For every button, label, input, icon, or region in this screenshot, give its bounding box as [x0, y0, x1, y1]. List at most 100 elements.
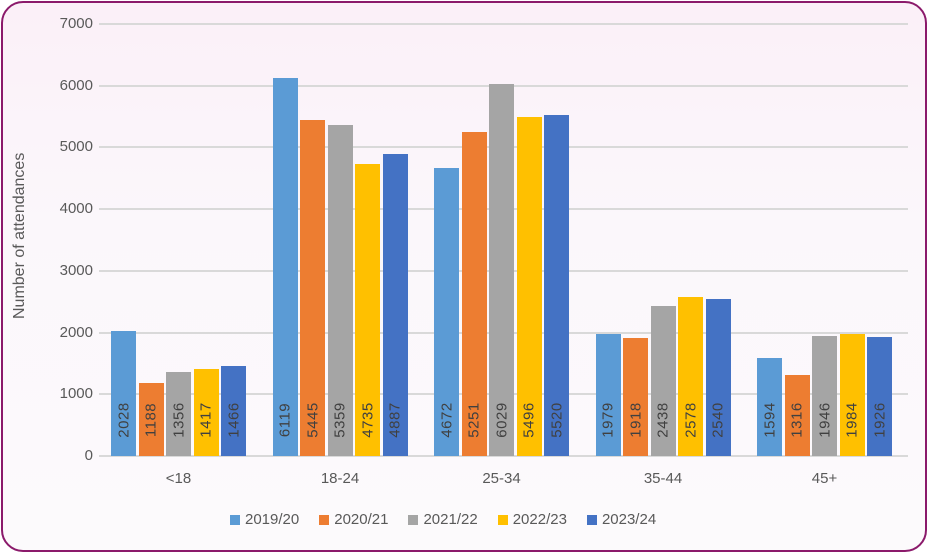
bar: 1979: [595, 333, 621, 456]
x-tick-label: <18: [165, 470, 192, 487]
bar: 2578: [678, 296, 703, 456]
bar: 5359: [327, 125, 353, 456]
bar: 1188: [138, 382, 164, 456]
legend-label: 2021/22: [423, 511, 478, 528]
data-label-text: 4735: [359, 402, 376, 438]
data-label-text: 1926: [871, 402, 888, 438]
legend-swatch-icon: [408, 514, 419, 525]
data-label-text: 6119: [276, 402, 294, 438]
bar: 5496: [516, 116, 542, 456]
bar: 2028: [111, 330, 136, 456]
data-label: 2578: [678, 390, 703, 450]
data-label: 2438: [651, 390, 676, 450]
x-tick-label: 18-24: [320, 470, 360, 487]
bar: 2540: [705, 299, 731, 456]
data-label: 5445: [300, 390, 325, 450]
data-label: 1984: [840, 390, 865, 450]
bar: 4735: [355, 163, 380, 456]
bar: 1316: [784, 374, 810, 456]
data-label: 5496: [517, 390, 542, 450]
bar: 1918: [623, 337, 648, 456]
bar: 1594: [757, 357, 782, 456]
data-label-text: 5359: [331, 402, 349, 438]
data-label: 1594: [757, 390, 782, 450]
data-label-text: 5445: [304, 402, 321, 438]
data-label-text: 1316: [788, 402, 806, 438]
legend: 2019/20 2020/21 2021/22 2022/23 2023/24: [230, 511, 656, 528]
y-tick-label: 0: [84, 447, 93, 464]
legend-item: 2023/24: [586, 511, 657, 528]
data-label-text: 1356: [170, 402, 187, 438]
data-label: 1946: [812, 390, 837, 450]
legend-swatch-icon: [319, 514, 330, 525]
data-label-text: 2438: [654, 402, 672, 438]
legend-label: 2020/21: [334, 511, 389, 528]
x-tick-label: 45+: [811, 470, 838, 487]
data-label: 4735: [355, 390, 380, 450]
data-label: 2540: [706, 390, 731, 450]
legend-swatch-icon: [230, 514, 240, 525]
x-tick-label: 35-44: [643, 470, 683, 487]
y-tick-label: 5000: [59, 138, 93, 156]
y-axis-label: Number of attendances: [11, 152, 28, 319]
data-label: 1979: [596, 390, 621, 450]
data-label: 5359: [328, 390, 353, 450]
bar: 4887: [382, 154, 408, 456]
legend-item: 2022/23: [497, 511, 567, 528]
data-label-text: 1466: [225, 402, 242, 438]
data-label-text: 2578: [682, 402, 699, 438]
bar: 1417: [193, 368, 219, 456]
bar: 5251: [461, 131, 487, 456]
data-label-text: 5251: [465, 402, 483, 438]
legend-item: 2019/20: [230, 511, 299, 528]
gridline: [99, 23, 908, 25]
legend-swatch-icon: [586, 514, 597, 525]
y-tick-label: 6000: [59, 76, 93, 94]
y-tick-label: 2000: [59, 323, 93, 341]
legend-label: 2019/20: [245, 511, 300, 528]
bar: 5520: [544, 115, 569, 456]
data-label-text: 1979: [599, 402, 617, 438]
data-label-text: 4672: [438, 402, 455, 438]
bar: 5445: [300, 119, 325, 456]
data-label-text: 1188: [142, 402, 160, 438]
data-label-text: 1984: [843, 402, 861, 438]
legend-swatch-icon: [497, 514, 508, 525]
bar: 6029: [489, 83, 514, 456]
legend-item: 2021/22: [408, 511, 478, 528]
bar: 4672: [434, 167, 459, 456]
data-label: 2028: [111, 390, 136, 450]
bar: 6119: [272, 78, 298, 456]
data-label-text: 2028: [115, 402, 132, 438]
y-tick-label: 3000: [59, 261, 93, 279]
data-label: 4887: [383, 390, 408, 450]
data-label-text: 1594: [761, 402, 778, 438]
data-label: 6119: [273, 390, 298, 450]
data-label: 1918: [623, 390, 648, 450]
y-tick-label: 1000: [59, 385, 93, 403]
bar: 1466: [221, 365, 246, 456]
data-label-text: 5520: [548, 402, 565, 438]
data-label: 1316: [785, 390, 810, 450]
data-label: 1466: [221, 390, 246, 450]
data-label-text: 4887: [386, 402, 404, 438]
data-label-text: 1918: [627, 402, 644, 438]
bar: 2438: [650, 305, 676, 456]
data-label: 1926: [867, 390, 892, 450]
data-label-text: 2540: [709, 402, 727, 438]
legend-label: 2022/23: [512, 511, 567, 528]
data-label-text: 1946: [816, 402, 833, 438]
data-label: 5251: [462, 390, 487, 450]
legend-label: 2023/24: [601, 511, 657, 528]
bar: 1926: [867, 337, 892, 456]
data-label: 6029: [489, 390, 514, 450]
bar: 1946: [812, 335, 837, 456]
data-label: 4672: [434, 390, 459, 450]
data-label-text: 5496: [520, 402, 538, 438]
plot-area: 2028 1188 1356 1417 1466 6119 5445 5359 4735 4887…: [99, 23, 908, 457]
data-label: 1356: [166, 390, 191, 450]
y-tick-label: 4000: [59, 200, 93, 218]
bar: 1984: [839, 333, 865, 456]
bar: 1356: [166, 372, 191, 456]
gridline: [99, 455, 908, 457]
